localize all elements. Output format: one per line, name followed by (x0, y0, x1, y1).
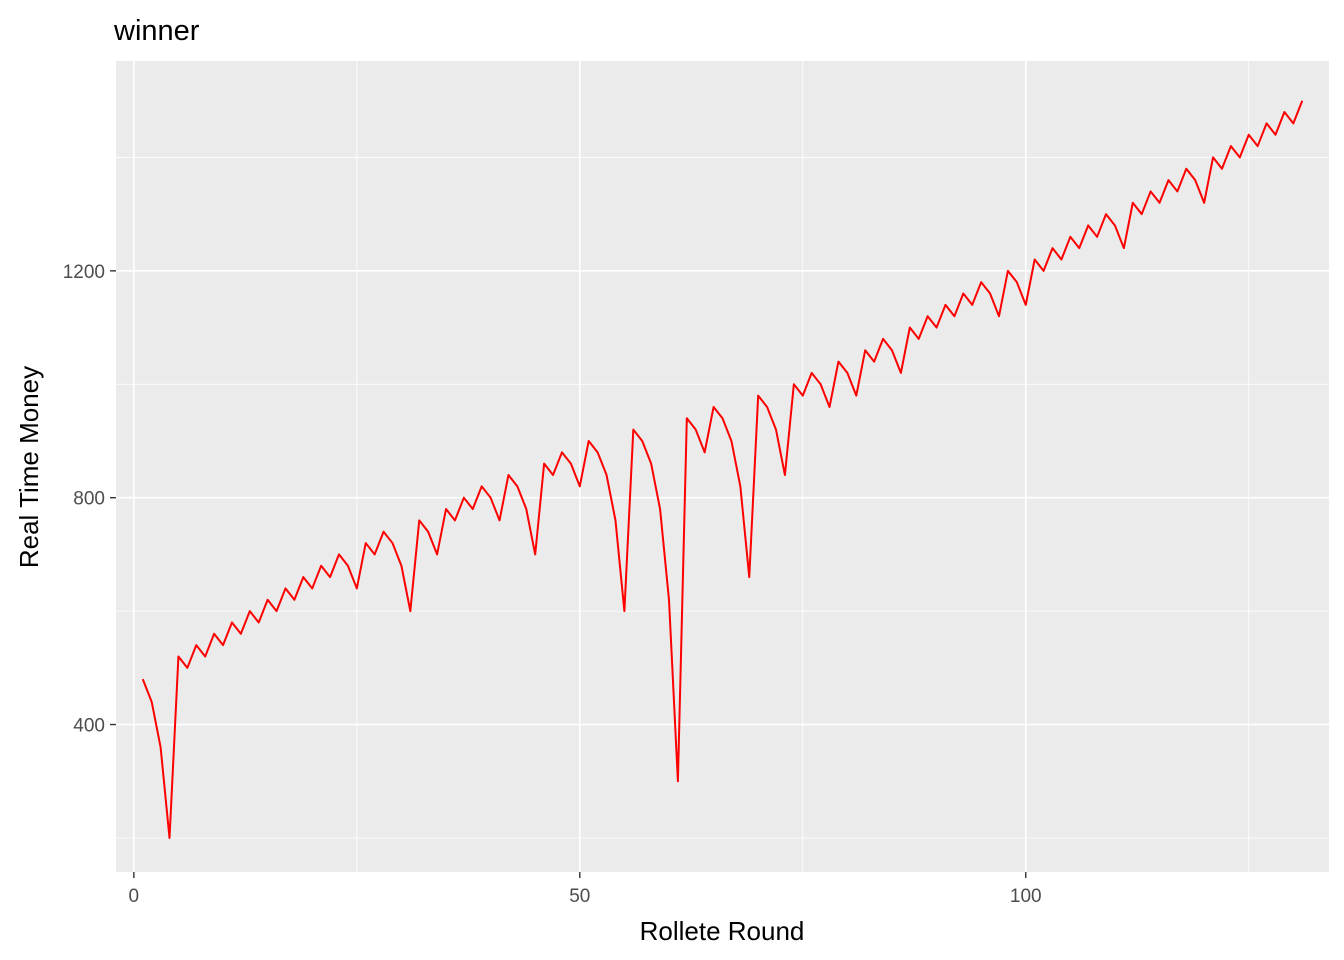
series-line-0 (141, 100, 1304, 839)
series-layer (141, 100, 1304, 839)
y-tick-label: 800 (73, 489, 105, 510)
plot-panel (116, 61, 1329, 872)
x-tick-label: 100 (1010, 886, 1042, 907)
y-axis: 400 800 1200 (63, 262, 116, 737)
minor-grid (116, 61, 1329, 872)
y-tick-label: 1200 (63, 262, 105, 283)
y-axis-title: Real Time Money (14, 366, 44, 568)
major-grid (116, 61, 1329, 872)
x-axis: 0 50 100 (129, 872, 1042, 907)
x-axis-title: Rollete Round (640, 916, 805, 946)
y-tick-label: 400 (73, 716, 105, 737)
x-tick-label: 50 (569, 886, 590, 907)
x-tick-label: 0 (129, 886, 140, 907)
chart-title: winner (113, 15, 200, 47)
